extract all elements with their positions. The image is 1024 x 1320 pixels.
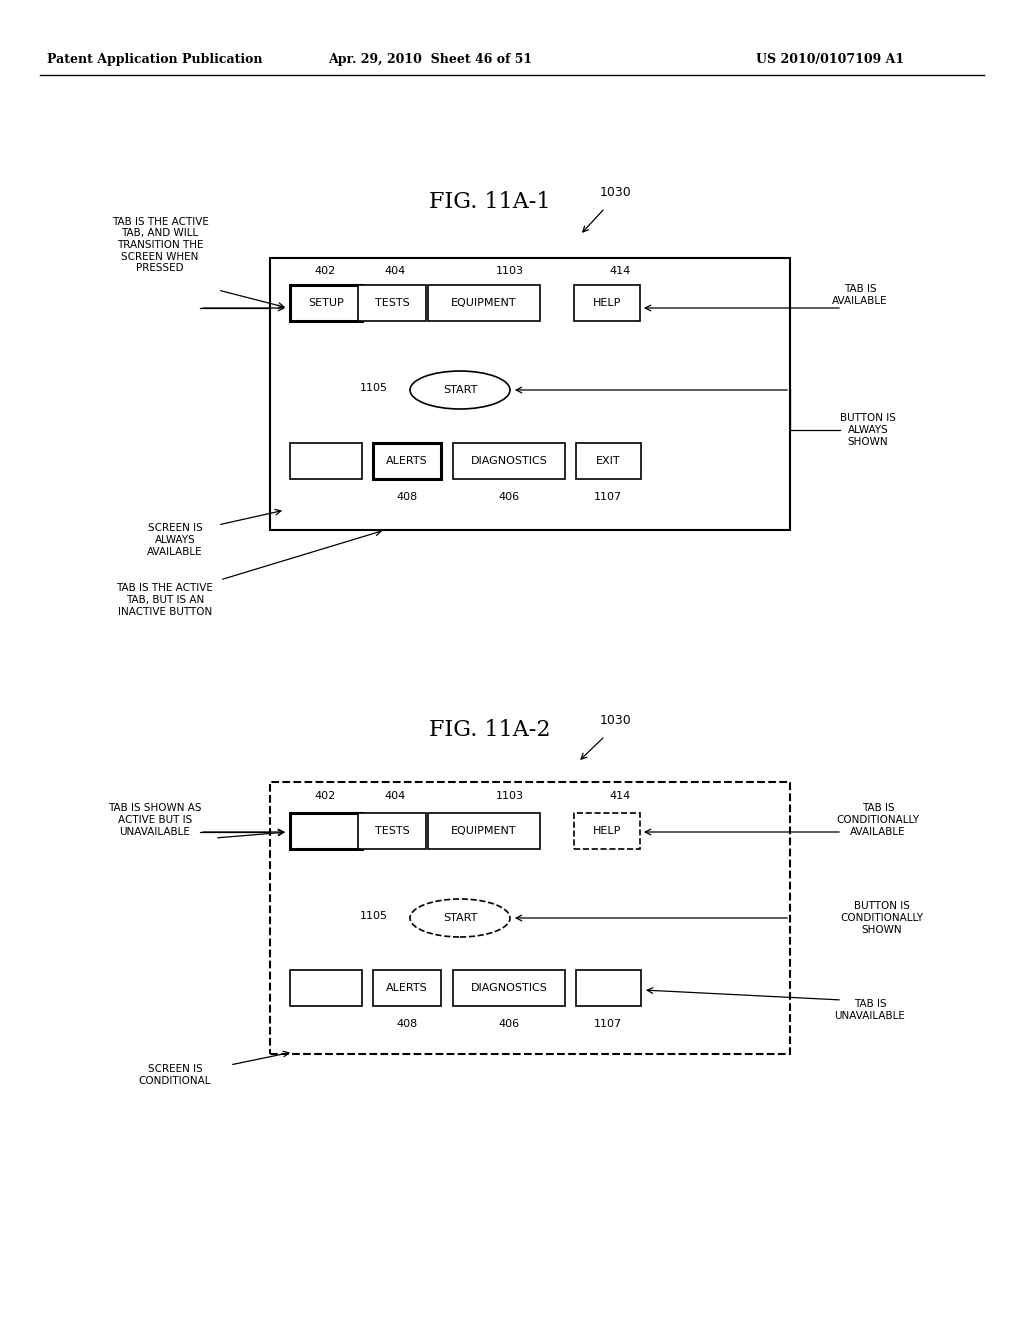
Bar <box>358 813 426 849</box>
Text: FIG. 11A-1: FIG. 11A-1 <box>429 191 551 213</box>
Text: 404: 404 <box>384 791 406 801</box>
Text: ALERTS: ALERTS <box>386 455 428 466</box>
Text: 1107: 1107 <box>594 1019 622 1030</box>
Bar <box>453 444 565 479</box>
Text: 402: 402 <box>314 791 336 801</box>
Bar <box>574 285 640 321</box>
Text: SCREEN IS
CONDITIONAL: SCREEN IS CONDITIONAL <box>138 1064 211 1086</box>
Text: EXIT: EXIT <box>596 455 621 466</box>
Text: 402: 402 <box>314 267 336 276</box>
Text: DIAGNOSTICS: DIAGNOSTICS <box>471 455 548 466</box>
Ellipse shape <box>410 371 510 409</box>
Text: SETUP: SETUP <box>308 298 344 308</box>
Bar <box>290 285 362 321</box>
Text: START: START <box>442 385 477 395</box>
Text: 404: 404 <box>384 267 406 276</box>
Bar <box>575 970 641 1006</box>
Text: 406: 406 <box>499 492 519 502</box>
Text: HELP: HELP <box>593 826 622 836</box>
Text: 1103: 1103 <box>496 267 524 276</box>
Bar <box>290 970 362 1006</box>
Bar <box>270 257 790 531</box>
Text: 408: 408 <box>396 492 418 502</box>
Text: Apr. 29, 2010  Sheet 46 of 51: Apr. 29, 2010 Sheet 46 of 51 <box>328 54 532 66</box>
Bar <box>373 970 441 1006</box>
Text: 1107: 1107 <box>594 492 622 502</box>
Text: TAB IS SHOWN AS
ACTIVE BUT IS
UNAVAILABLE: TAB IS SHOWN AS ACTIVE BUT IS UNAVAILABL… <box>109 804 202 837</box>
Text: 1105: 1105 <box>360 911 388 921</box>
Text: BUTTON IS
CONDITIONALLY
SHOWN: BUTTON IS CONDITIONALLY SHOWN <box>841 902 924 935</box>
Text: 1030: 1030 <box>600 714 632 726</box>
Text: TESTS: TESTS <box>375 298 410 308</box>
Text: ALERTS: ALERTS <box>386 983 428 993</box>
Text: TAB IS THE ACTIVE
TAB, BUT IS AN
INACTIVE BUTTON: TAB IS THE ACTIVE TAB, BUT IS AN INACTIV… <box>117 583 213 616</box>
Text: TAB IS
AVAILABLE: TAB IS AVAILABLE <box>833 284 888 306</box>
Text: EQUIPMENT: EQUIPMENT <box>452 298 517 308</box>
Text: DIAGNOSTICS: DIAGNOSTICS <box>471 983 548 993</box>
Bar <box>453 970 565 1006</box>
Text: 414: 414 <box>609 267 631 276</box>
Bar <box>428 285 540 321</box>
Bar <box>290 444 362 479</box>
Text: 1105: 1105 <box>360 383 388 393</box>
Text: TAB IS
UNAVAILABLE: TAB IS UNAVAILABLE <box>835 999 905 1020</box>
Bar <box>270 781 790 1053</box>
Ellipse shape <box>410 899 510 937</box>
Text: TESTS: TESTS <box>375 826 410 836</box>
Text: START: START <box>442 913 477 923</box>
Bar <box>428 813 540 849</box>
Text: TAB IS THE ACTIVE
TAB, AND WILL
TRANSITION THE
SCREEN WHEN
PRESSED: TAB IS THE ACTIVE TAB, AND WILL TRANSITI… <box>112 216 209 273</box>
Text: 1103: 1103 <box>496 791 524 801</box>
Text: BUTTON IS
ALWAYS
SHOWN: BUTTON IS ALWAYS SHOWN <box>840 413 896 446</box>
Bar <box>574 813 640 849</box>
Bar <box>373 444 441 479</box>
Bar <box>575 444 641 479</box>
Text: 408: 408 <box>396 1019 418 1030</box>
Text: SCREEN IS
ALWAYS
AVAILABLE: SCREEN IS ALWAYS AVAILABLE <box>147 524 203 557</box>
Text: TAB IS
CONDITIONALLY
AVAILABLE: TAB IS CONDITIONALLY AVAILABLE <box>837 804 920 837</box>
Text: 414: 414 <box>609 791 631 801</box>
Bar <box>358 285 426 321</box>
Bar <box>290 813 362 849</box>
Text: 1030: 1030 <box>600 186 632 198</box>
Text: EQUIPMENT: EQUIPMENT <box>452 826 517 836</box>
Text: 406: 406 <box>499 1019 519 1030</box>
Text: Patent Application Publication: Patent Application Publication <box>47 54 263 66</box>
Text: US 2010/0107109 A1: US 2010/0107109 A1 <box>756 54 904 66</box>
Text: HELP: HELP <box>593 298 622 308</box>
Text: FIG. 11A-2: FIG. 11A-2 <box>429 719 551 741</box>
